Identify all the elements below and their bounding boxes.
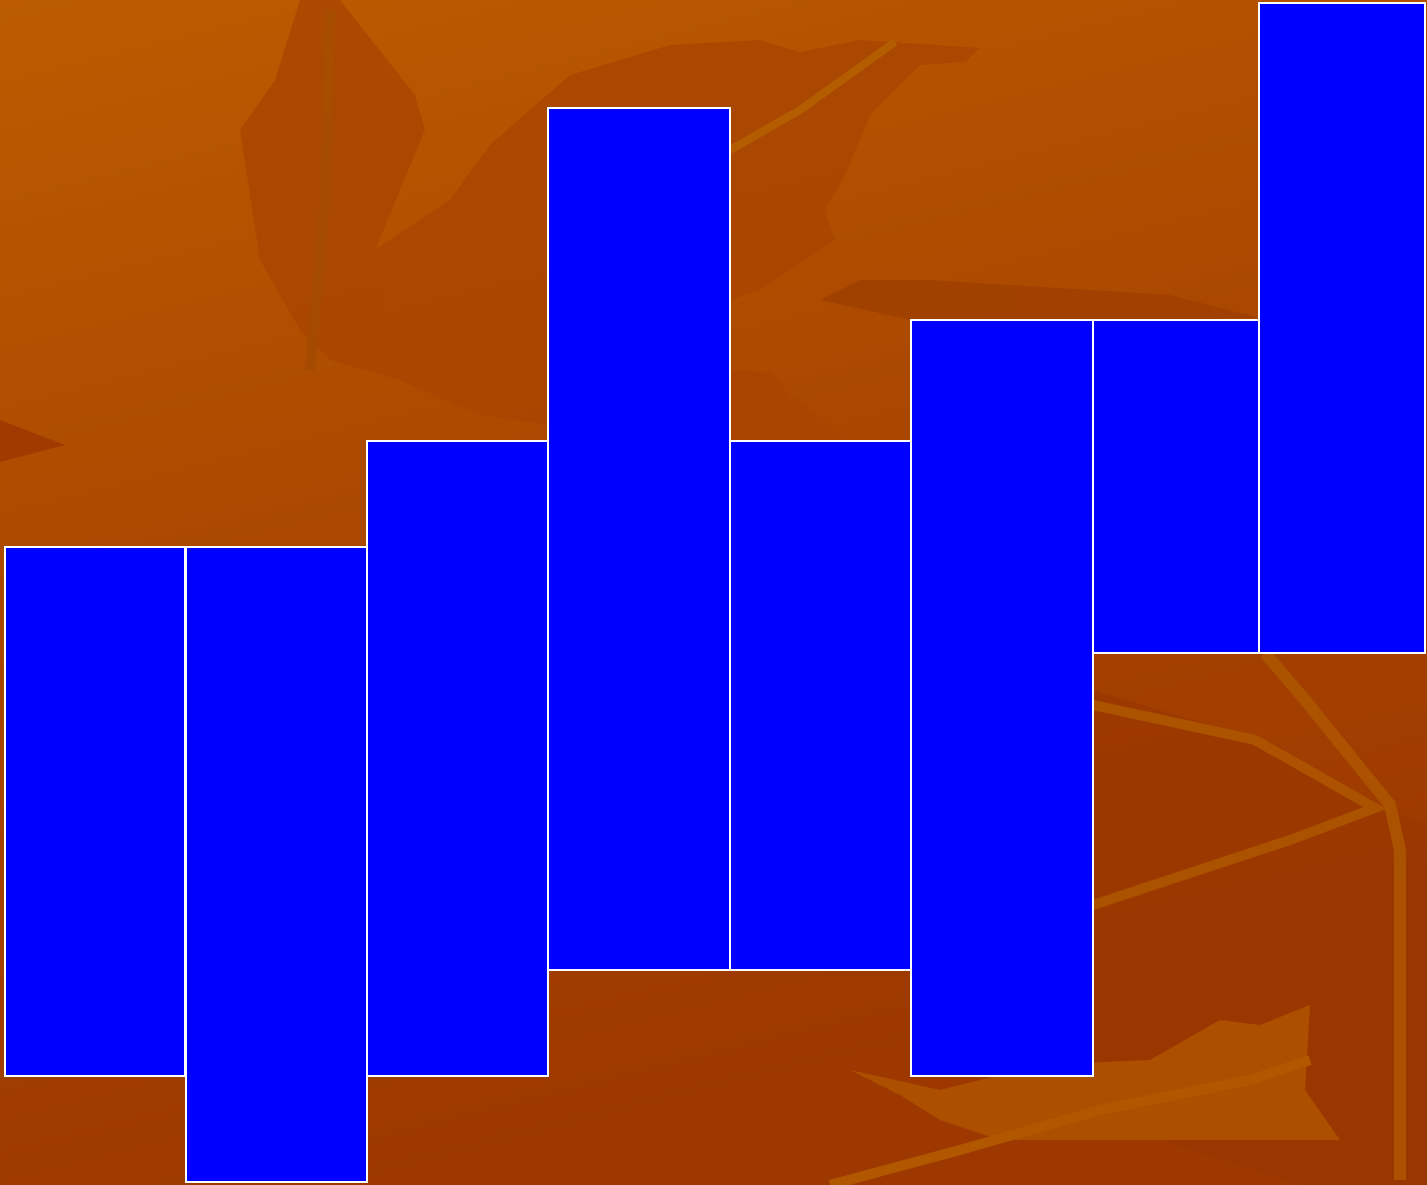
stem — [828, 1055, 1312, 1185]
leaf — [820, 280, 1260, 320]
blocks — [4, 2, 1426, 1183]
block — [1092, 319, 1260, 654]
block — [185, 546, 368, 1183]
block — [910, 319, 1094, 1077]
block — [4, 546, 186, 1077]
block — [366, 440, 549, 1077]
leaf — [850, 1005, 1340, 1140]
leaf — [0, 420, 65, 462]
stem — [728, 38, 898, 154]
block — [729, 440, 912, 971]
block — [547, 107, 731, 971]
block — [1258, 2, 1426, 654]
stem — [1091, 700, 1387, 910]
stem — [305, 9, 335, 371]
stem — [1260, 649, 1406, 1180]
